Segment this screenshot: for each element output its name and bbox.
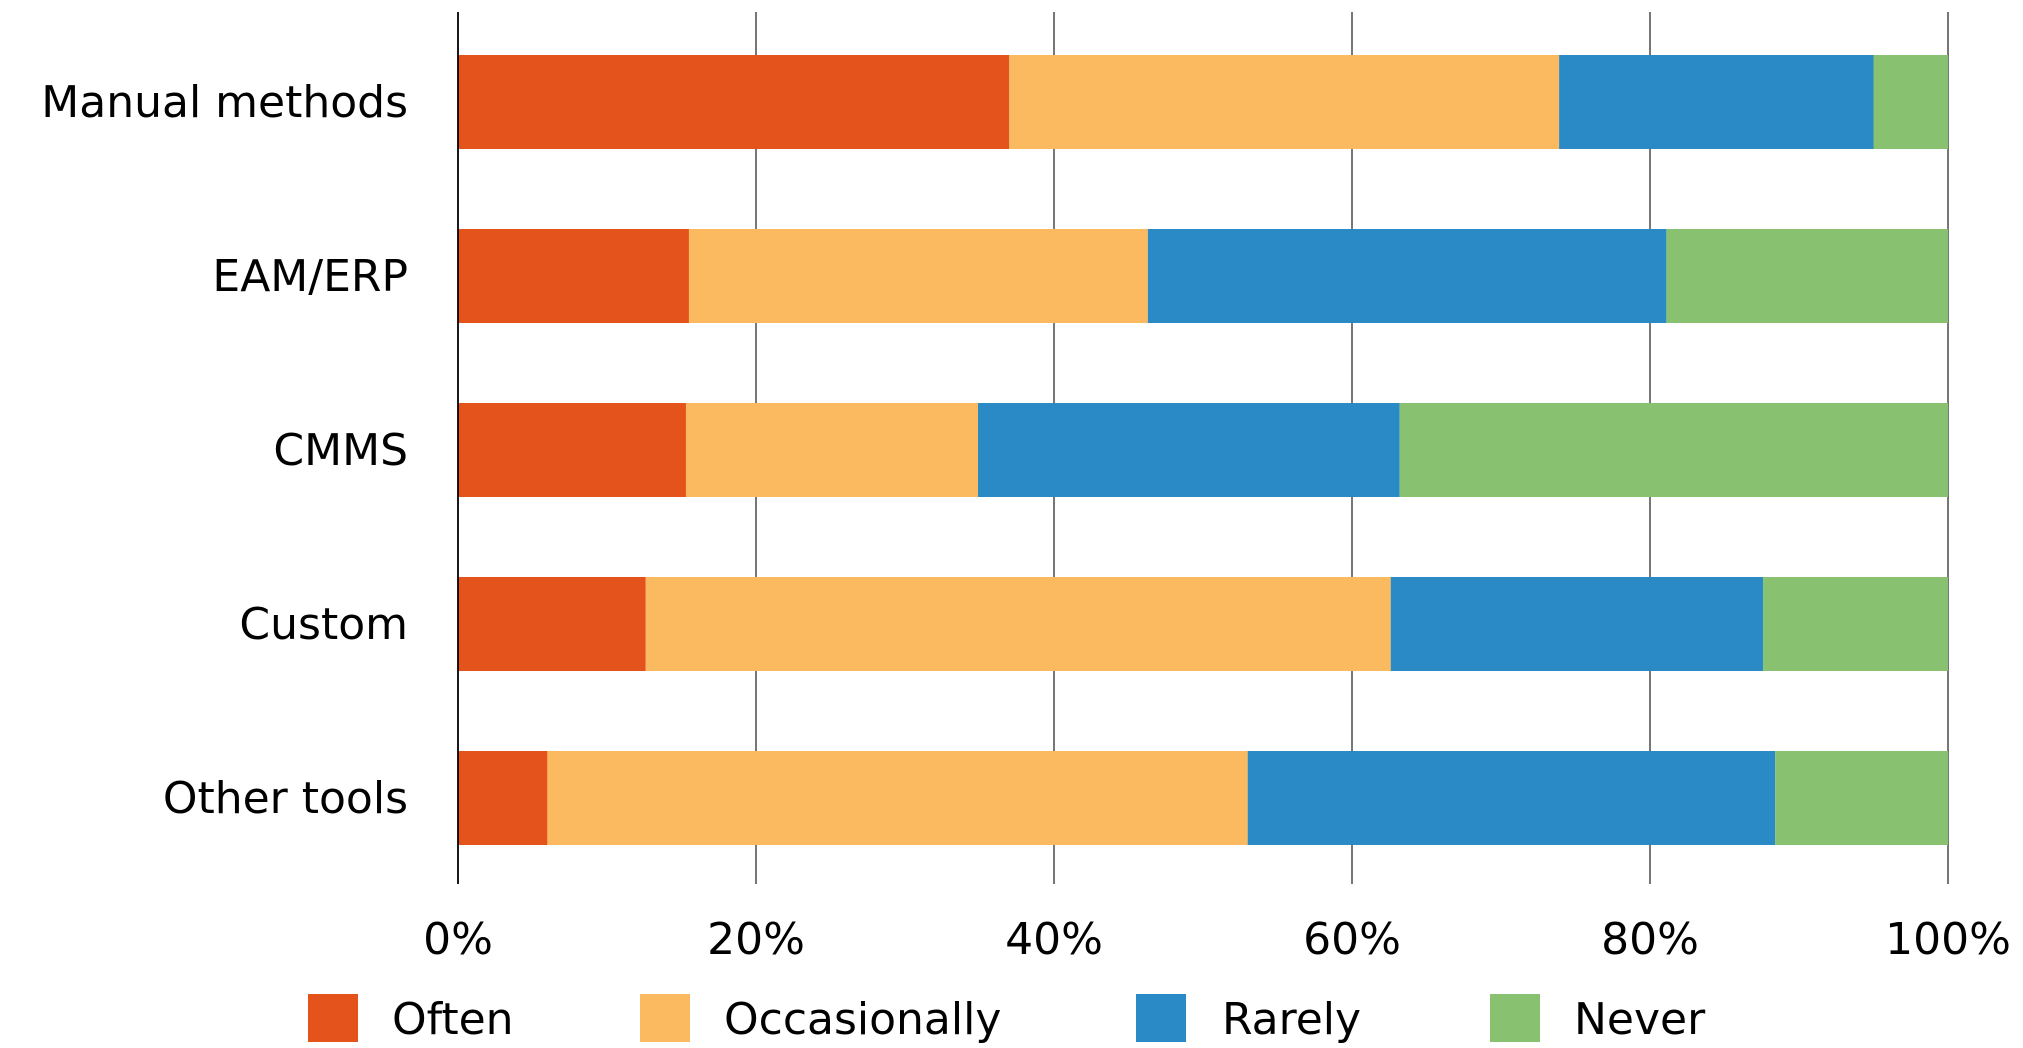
bar-segment xyxy=(458,577,646,671)
legend-label: Never xyxy=(1574,994,1706,1043)
y-category-label: CMMS xyxy=(273,425,408,476)
bar-segment xyxy=(1666,229,1948,323)
y-category-label: Custom xyxy=(239,599,408,650)
y-category-label: Other tools xyxy=(163,773,408,824)
bars xyxy=(458,55,1948,845)
x-tick-label: 80% xyxy=(1601,914,1699,965)
bar-segment xyxy=(1390,577,1764,671)
legend-swatch xyxy=(640,994,690,1042)
legend-label: Occasionally xyxy=(724,994,1001,1043)
axes: 0% 20% 40% 60% 80% 100% Manual methods EAM/ERP C… xyxy=(41,12,2011,965)
legend-label: Often xyxy=(392,994,514,1043)
bar-segment xyxy=(1775,751,1948,845)
legend-label: Rarely xyxy=(1222,994,1361,1043)
legend-swatch xyxy=(308,994,358,1042)
bar-segment xyxy=(458,229,689,323)
x-tick-label: 20% xyxy=(707,914,805,965)
x-tick-label: 100% xyxy=(1885,914,2011,965)
bar-segment xyxy=(458,403,686,497)
bar-segment xyxy=(978,403,1400,497)
bar-segment xyxy=(547,751,1248,845)
legend-swatch xyxy=(1136,994,1186,1042)
bar-segment xyxy=(1147,229,1667,323)
bar-segment xyxy=(1247,751,1776,845)
bar-segment xyxy=(458,751,548,845)
bar-segment xyxy=(685,403,979,497)
bar-segment xyxy=(1559,55,1874,149)
bar-segment xyxy=(645,577,1391,671)
legend-swatch xyxy=(1490,994,1540,1042)
bar-segment xyxy=(688,229,1148,323)
bar-segment xyxy=(458,55,1010,149)
y-category-label: EAM/ERP xyxy=(212,251,408,302)
x-tick-label: 0% xyxy=(423,914,493,965)
bar-segment xyxy=(1009,55,1560,149)
x-tick-label: 40% xyxy=(1005,914,1103,965)
x-tick-label: 60% xyxy=(1303,914,1401,965)
bar-segment xyxy=(1763,577,1948,671)
bar-segment xyxy=(1873,55,1948,149)
bar-segment xyxy=(1399,403,1948,497)
legend: Often Occasionally Rarely Never xyxy=(308,994,1706,1045)
y-category-label: Manual methods xyxy=(41,77,408,128)
